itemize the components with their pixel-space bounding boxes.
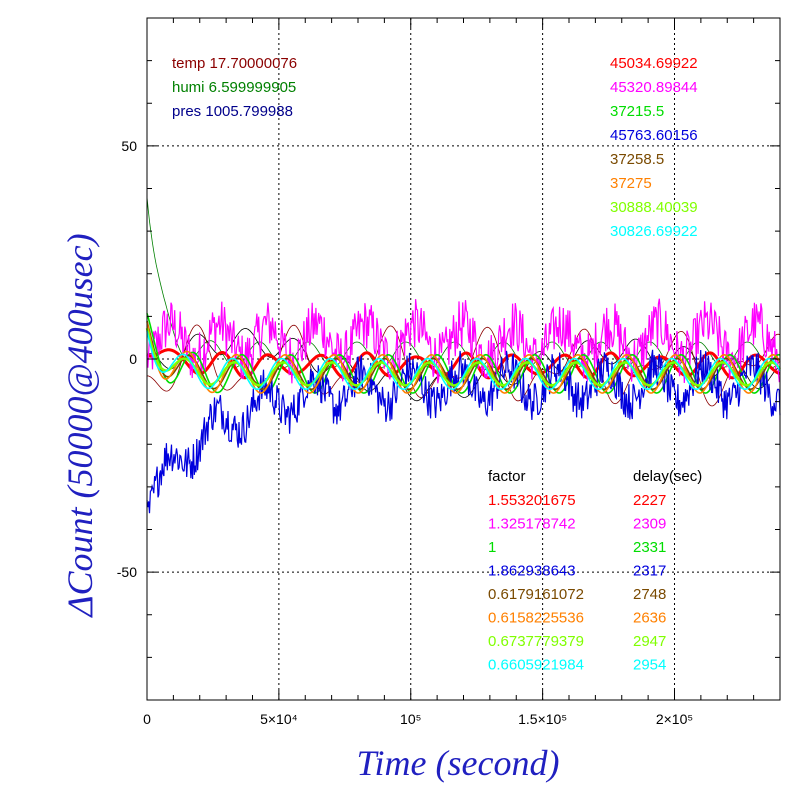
x-tick-label: 5×10⁴ [260,711,298,727]
x-axis-label: Time (second) [357,743,560,783]
y-tick-label: 50 [121,138,137,154]
factor-value: 1.325178742 [488,516,576,533]
factor-value: 1.553201675 [488,492,576,509]
series-legend-entry: 37215.5 [610,103,664,120]
env-legend-entry: temp 17.70000076 [172,55,297,72]
delay-value: 2954 [633,657,666,674]
env-legend-entry: pres 1005.799988 [172,103,293,120]
x-tick-label: 1.5×10⁵ [518,711,567,727]
delay-value: 2227 [633,492,666,509]
env-legend-entry: humi 6.599999905 [172,79,296,96]
factor-value: 1.862938643 [488,563,576,580]
series-legend-entry: 30826.69922 [610,223,698,240]
x-tick-label: 0 [143,711,151,727]
series-line [146,313,781,394]
series-legend-entry: 37258.5 [610,151,664,168]
factor-value: 0.6605921984 [488,657,584,674]
series-line [146,330,781,391]
factor-value: 0.6179161072 [488,586,584,603]
delay-value: 2331 [633,539,666,556]
delay-value: 2317 [633,563,666,580]
delay-value: 2309 [633,516,666,533]
factor-value: 0.6737779379 [488,633,584,650]
x-tick-label: 10⁵ [400,711,421,727]
delay-value: 2636 [633,610,666,627]
series-line [146,349,781,514]
delay-value: 2947 [633,633,666,650]
series-legend-entry: 45763.60156 [610,127,698,144]
y-tick-label: 0 [129,351,137,367]
series-layer [145,196,781,514]
y-tick-label: -50 [117,564,137,580]
series-line [145,327,781,387]
series-legend-entry: 45034.69922 [610,55,698,72]
series-legend-entry: 37275 [610,175,652,192]
delay-header: delay(sec) [633,468,702,485]
factor-value: 0.6158225536 [488,610,584,627]
factor-header: factor [488,468,526,485]
series-legend-entry: 30888.40039 [610,199,698,216]
delay-value: 2748 [633,586,666,603]
factor-value: 1 [488,539,496,556]
tick-layer: 0 5×10⁴ 10⁵ 1.5×10⁵ 2×10⁵ -50 0 50 [117,18,780,727]
legend-layer: temp 17.70000076 humi 6.599999905 pres 100… [172,55,702,674]
x-tick-label: 2×10⁵ [656,711,693,727]
series-legend-entry: 45320.89844 [610,79,698,96]
y-axis-label: ΔCount (50000@400usec) [60,233,100,618]
